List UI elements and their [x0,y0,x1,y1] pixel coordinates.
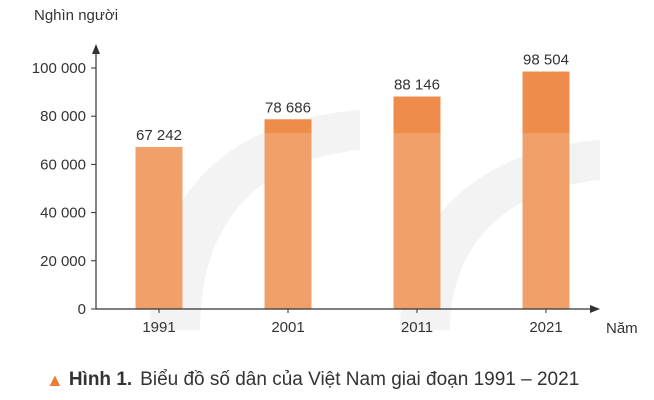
x-tick-label: 2021 [529,319,562,336]
bar-chart: 0 20 000 40 000 60 000 80 000 100 000 67 242 19… [32,7,638,337]
x-axis-label: Năm [606,320,638,337]
y-tick-label: 0 [78,301,86,318]
bar-value-label: 67 242 [136,127,182,144]
watermark-shape [150,110,360,330]
bar-top-segment [264,119,312,134]
y-tick-label: 100 000 [32,60,86,77]
bar [135,146,183,309]
y-axis-arrow [92,44,100,54]
bar-value-label: 78 686 [265,99,311,116]
bar-value-label: 98 504 [523,52,569,69]
x-tick-label: 2011 [401,319,433,336]
x-tick-label: 2001 [271,319,304,336]
y-tick-label: 80 000 [40,108,86,125]
figure-label: Hình 1. [68,369,133,390]
caption-text: Biểu đồ số dân của Việt Nam giai đoạn 19… [140,369,580,390]
bar [264,119,312,310]
bar-value-label: 88 146 [394,77,440,94]
bar-top-segment [393,96,441,134]
y-tick-label: 40 000 [40,205,86,222]
y-axis-label: Nghìn người [34,7,118,24]
x-tick-label: 1991 [142,319,175,336]
y-tick-label: 60 000 [40,156,86,173]
y-tick-label: 20 000 [40,253,86,270]
figure-caption: ▲ Hình 1. Biểu đồ số dân của Việt Nam gi… [46,366,579,394]
bar-top-segment [522,71,570,134]
x-axis-arrow [590,305,600,313]
triangle-icon: ▲ [46,369,64,390]
